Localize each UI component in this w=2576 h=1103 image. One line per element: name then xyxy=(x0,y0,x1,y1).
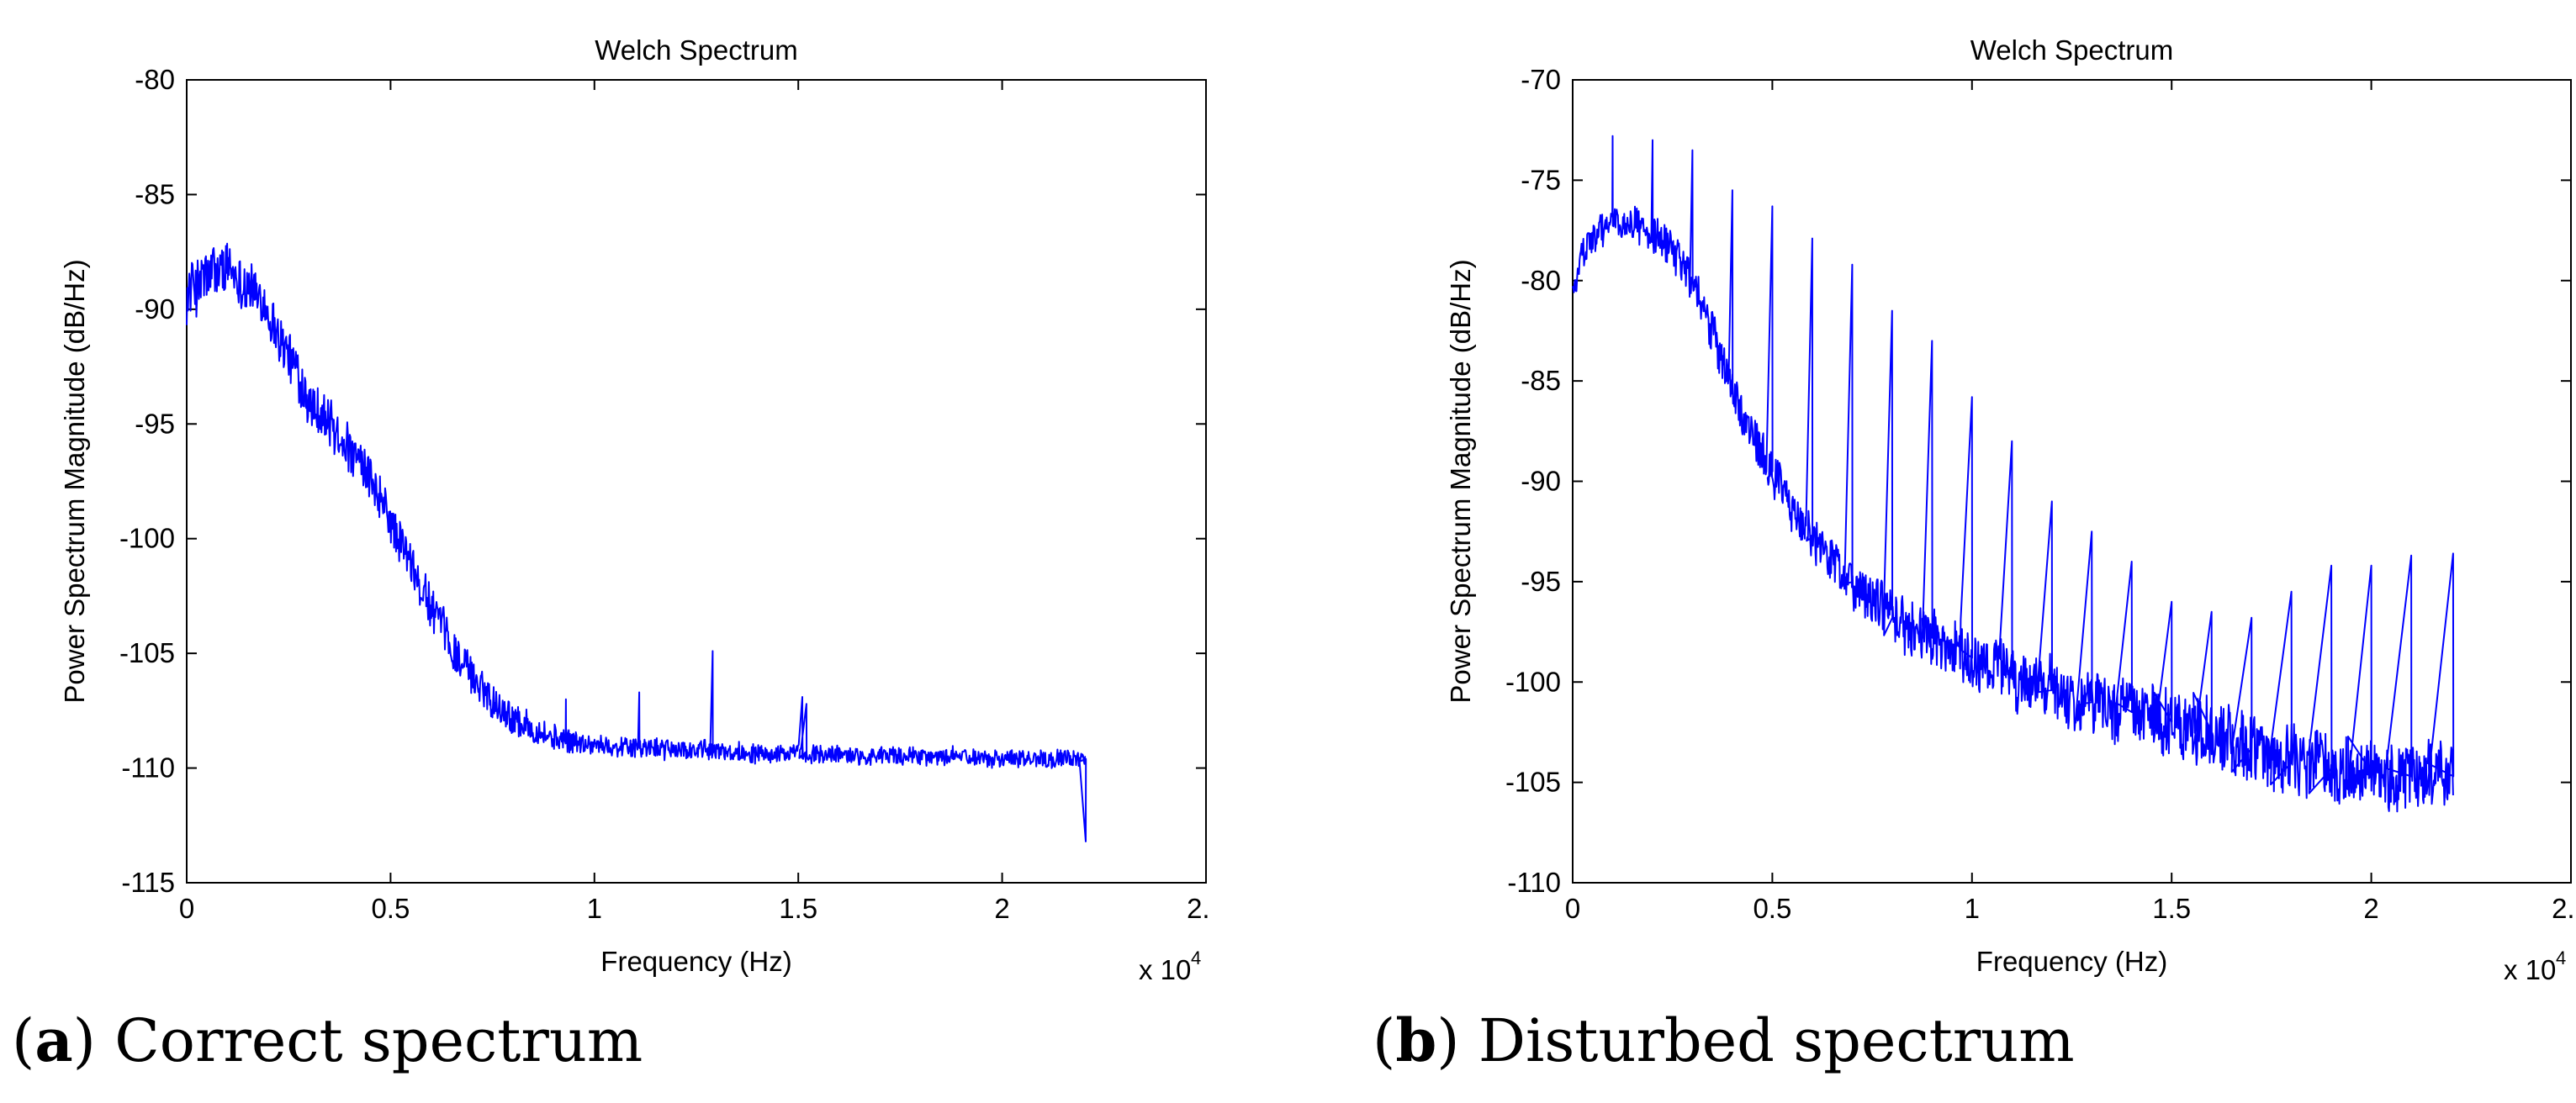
y-tick-label-b: -105 xyxy=(1505,767,1561,798)
y-tick-label-a: -100 xyxy=(119,523,175,554)
x-axis-label-b: Frequency (Hz) xyxy=(1976,946,2167,977)
x-tick-label-b: 1 xyxy=(1965,893,1980,924)
x-exponent-b: x 10 xyxy=(2504,954,2556,985)
y-tick-label-b: -110 xyxy=(1507,867,1561,898)
chart-a: Welch Spectrum 0 0.5 1 1.5 2 2.5 -80 -85 -90 -95 -1… xyxy=(59,34,1211,985)
caption-b-letter: b xyxy=(1395,1005,1437,1075)
chart-title-b: Welch Spectrum xyxy=(1970,34,2173,66)
y-tick-label-a: -115 xyxy=(121,867,175,898)
x-tick-label-a: 0 xyxy=(179,893,194,924)
x-exponent-a: x 10 xyxy=(1139,954,1191,985)
x-tick-label-a: 1 xyxy=(587,893,602,924)
y-tick-label-a: -85 xyxy=(135,178,175,209)
y-tick-label-a: -105 xyxy=(119,637,175,668)
y-tick-label-b: -90 xyxy=(1521,466,1561,497)
x-tick-label-b: 1.5 xyxy=(2152,893,2191,924)
caption-b-text: Disturbed spectrum xyxy=(1478,1006,2075,1075)
y-tick-label-a: -90 xyxy=(135,293,175,325)
y-axis-label-a: Power Spectrum Magnitude (dB/Hz) xyxy=(59,259,90,703)
x-axis-label-a: Frequency (Hz) xyxy=(600,946,791,977)
y-tick-label-a: -80 xyxy=(135,64,175,95)
caption-a: (a) Correct spectrum xyxy=(12,1005,643,1075)
caption-b: (b) Disturbed spectrum xyxy=(1373,1005,2075,1075)
x-tick-label-a: 0.5 xyxy=(371,893,410,924)
x-tick-label-b: 0 xyxy=(1565,893,1580,924)
x-exponent-power-b: 4 xyxy=(2556,947,2566,968)
y-tick-label-a: -110 xyxy=(121,752,175,784)
y-tick-label-b: -95 xyxy=(1521,566,1561,597)
y-tick-label-b: -100 xyxy=(1505,666,1561,697)
y-axis-label-b: Power Spectrum Magnitude (dB/Hz) xyxy=(1445,259,1476,703)
y-tick-label-a: -95 xyxy=(135,408,175,439)
x-tick-label-b: 2 xyxy=(2363,893,2378,924)
x-tick-label-b: 2.5 xyxy=(2552,893,2576,924)
y-tick-label-b: -85 xyxy=(1521,365,1561,396)
x-tick-label-a: 2.5 xyxy=(1187,893,1211,924)
x-exponent-power-a: 4 xyxy=(1191,947,1201,968)
chart-b: Welch Spectrum 0 0.5 1 1.5 2 2.5 -70 -75 -80 -85 -9… xyxy=(1445,34,2576,985)
x-tick-label-a: 2 xyxy=(994,893,1009,924)
x-tick-label-a: 1.5 xyxy=(779,893,817,924)
chart-title-a: Welch Spectrum xyxy=(595,34,797,66)
y-tick-label-b: -75 xyxy=(1521,164,1561,195)
series-line-a xyxy=(186,242,1087,842)
y-tick-label-b: -70 xyxy=(1521,64,1561,95)
caption-a-text: Correct spectrum xyxy=(114,1006,643,1075)
caption-a-letter: a xyxy=(34,1005,73,1075)
series-line-b xyxy=(1572,135,2455,813)
y-tick-label-b: -80 xyxy=(1521,265,1561,296)
x-tick-label-b: 0.5 xyxy=(1753,893,1791,924)
plot-frame-b xyxy=(1572,79,2572,884)
